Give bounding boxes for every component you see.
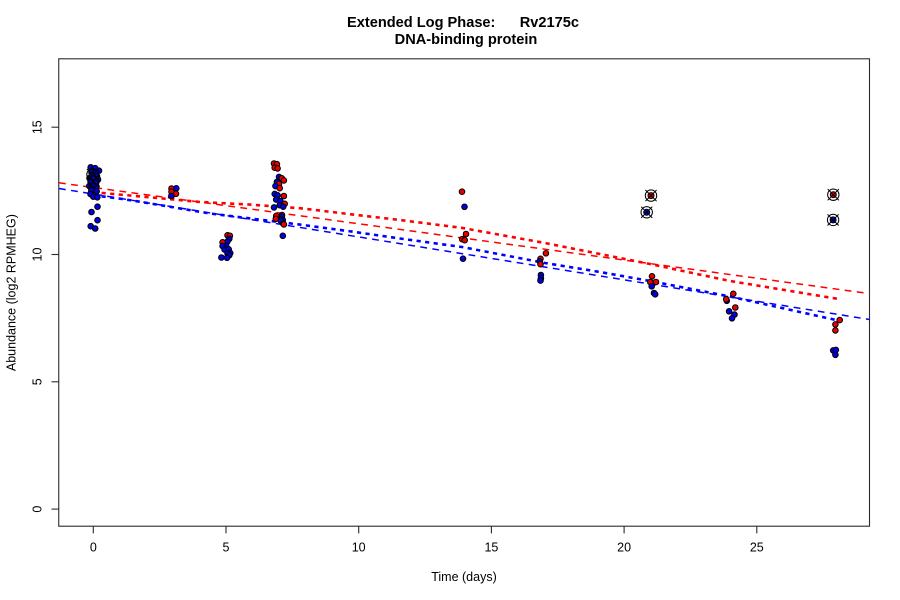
svg-text:0: 0 xyxy=(90,541,97,555)
svg-text:Extended Log Phase: Rv217: Extended Log Phase: Rv2175c xyxy=(347,15,579,31)
svg-text:5: 5 xyxy=(223,541,230,555)
svg-text:DNA-binding protein: DNA-binding protein xyxy=(395,32,538,48)
svg-text:Time (days): Time (days) xyxy=(431,570,497,584)
svg-text:Abundance (log2 RPMHEG): Abundance (log2 RPMHEG) xyxy=(5,214,19,371)
svg-text:15: 15 xyxy=(31,120,45,134)
svg-text:5: 5 xyxy=(31,378,45,385)
svg-text:10: 10 xyxy=(352,541,366,555)
svg-text:25: 25 xyxy=(750,541,764,555)
svg-text:0: 0 xyxy=(31,506,45,513)
svg-text:10: 10 xyxy=(31,248,45,262)
svg-text:15: 15 xyxy=(484,541,498,555)
svg-text:20: 20 xyxy=(617,541,631,555)
